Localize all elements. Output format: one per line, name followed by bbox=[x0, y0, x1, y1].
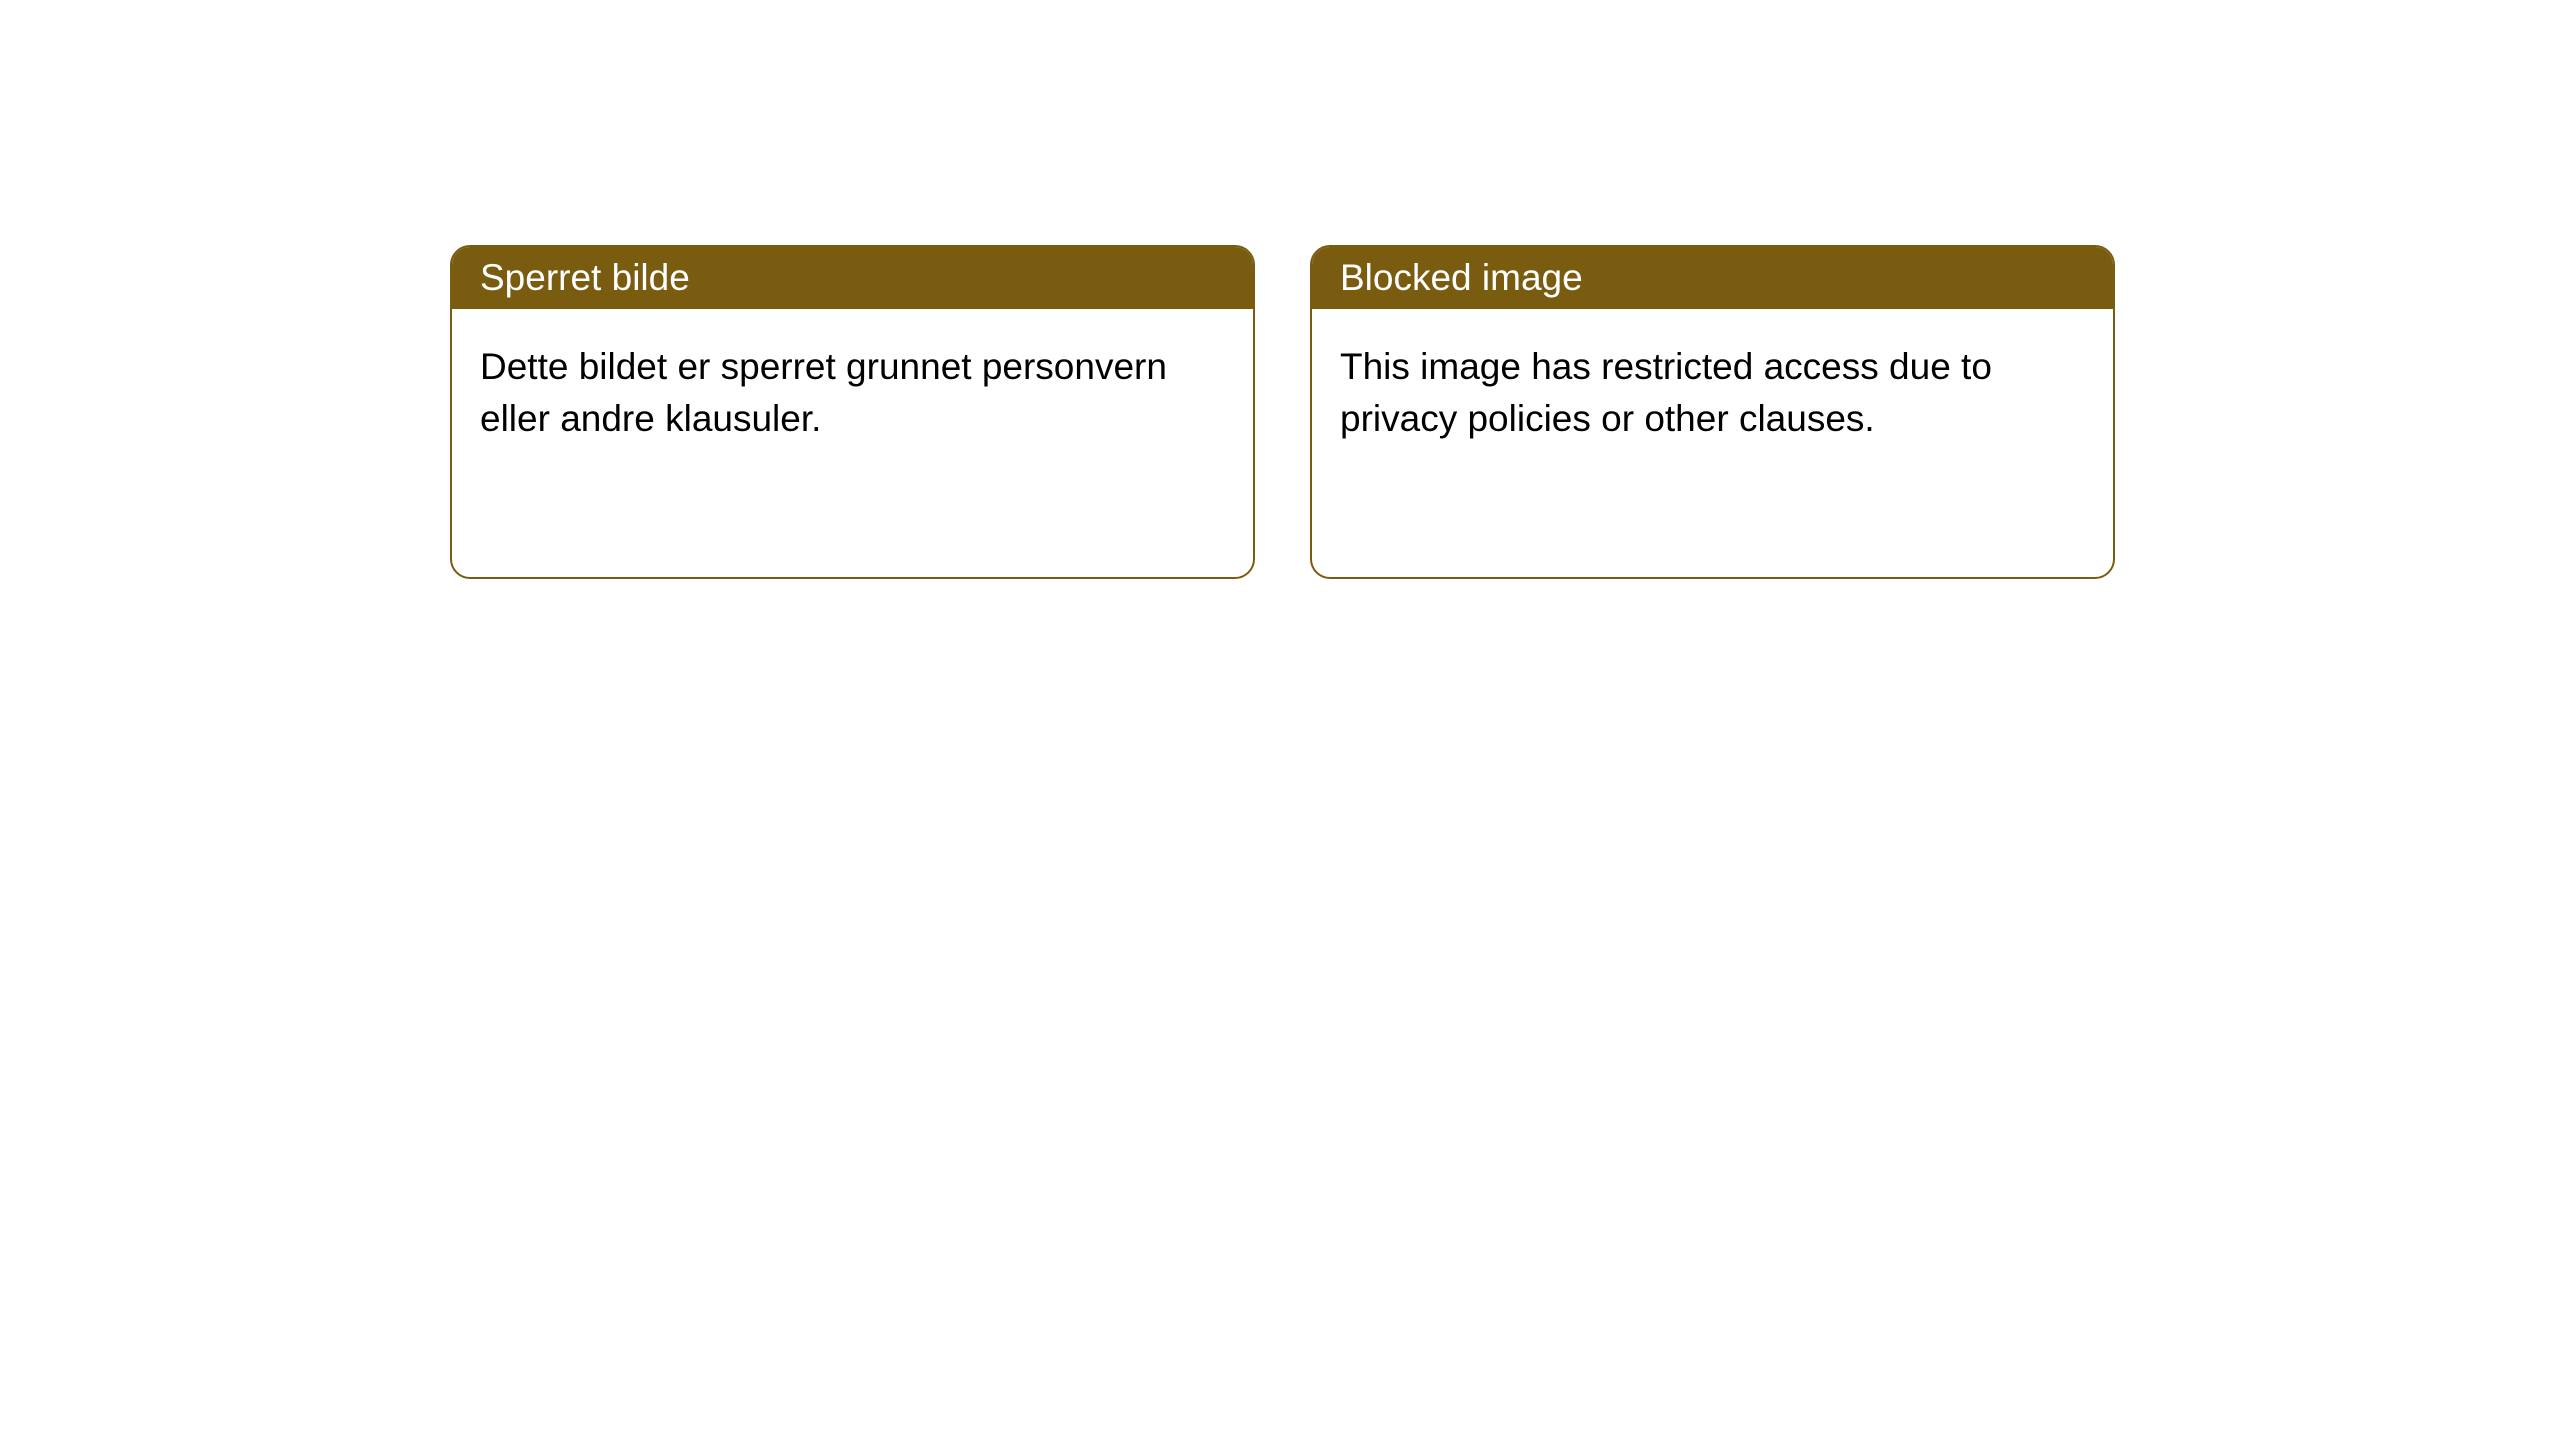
notice-card-norwegian: Sperret bilde Dette bildet er sperret gr… bbox=[450, 245, 1255, 579]
notice-card-english: Blocked image This image has restricted … bbox=[1310, 245, 2115, 579]
notice-container: Sperret bilde Dette bildet er sperret gr… bbox=[450, 245, 2115, 579]
notice-body: Dette bildet er sperret grunnet personve… bbox=[452, 309, 1253, 477]
notice-header: Blocked image bbox=[1312, 247, 2113, 309]
notice-header: Sperret bilde bbox=[452, 247, 1253, 309]
notice-body: This image has restricted access due to … bbox=[1312, 309, 2113, 477]
